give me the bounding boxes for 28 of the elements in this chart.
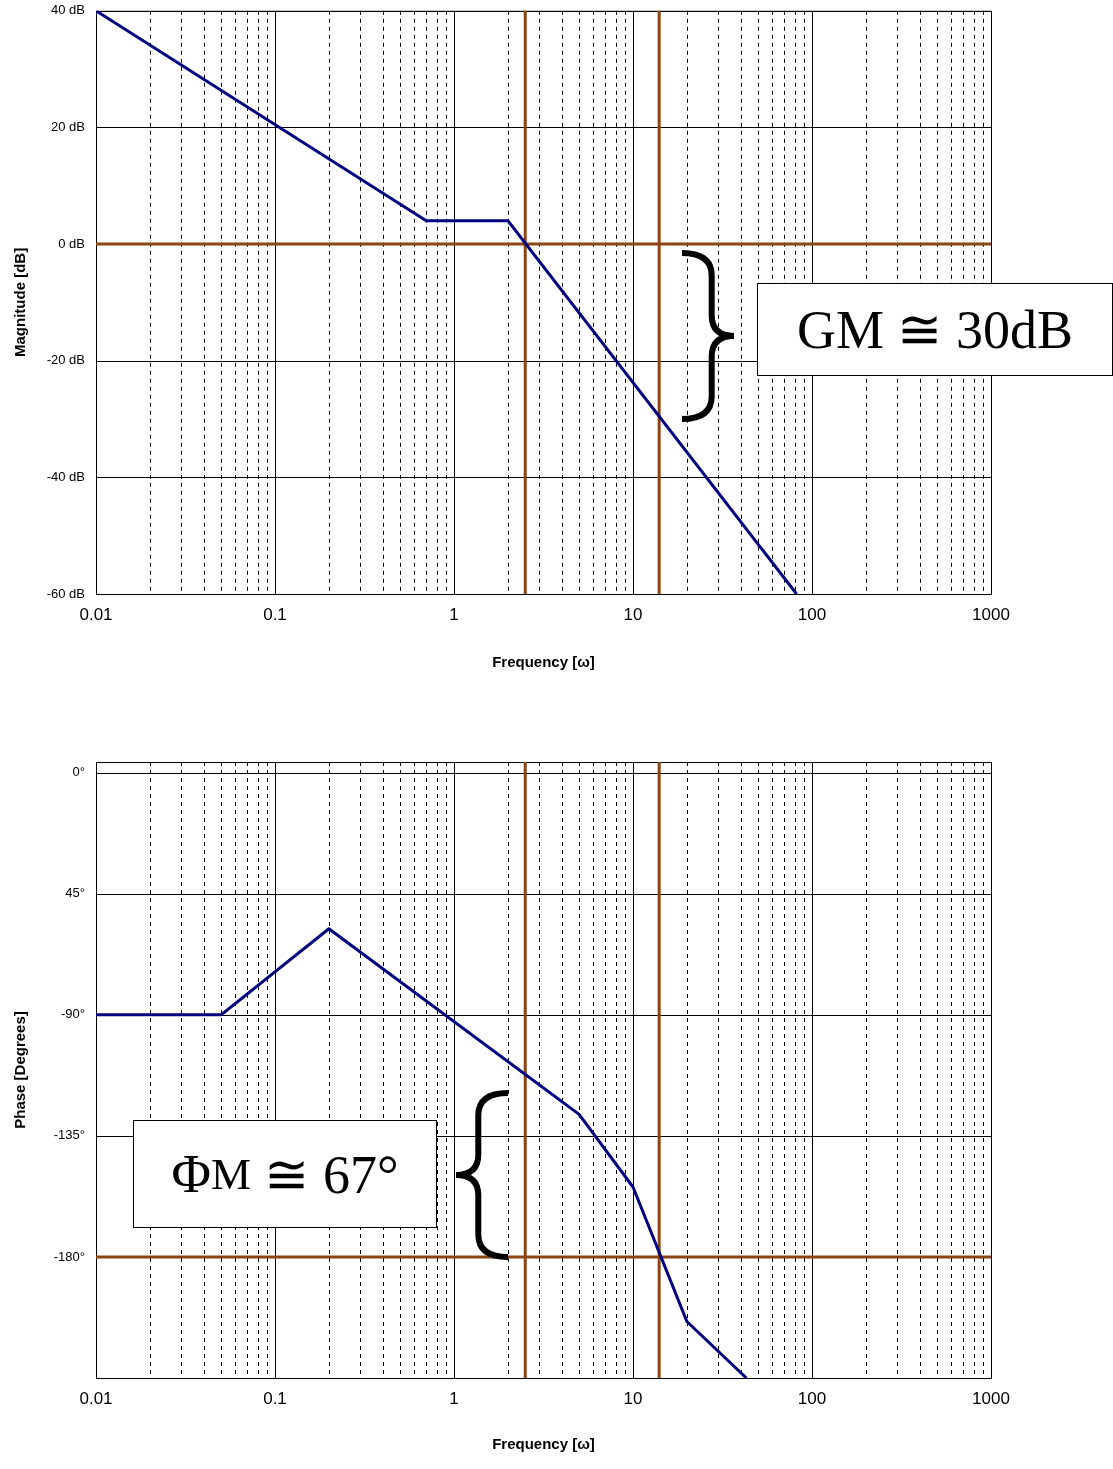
x-tick-label: 1 bbox=[449, 1388, 459, 1408]
y-tick-label: 0 dB bbox=[58, 235, 85, 251]
x-tick-label: 100 bbox=[797, 604, 827, 624]
y-tick-label: 45° bbox=[65, 885, 85, 901]
y-tick-label: 0° bbox=[72, 764, 85, 780]
x-tick-label: 0.1 bbox=[263, 604, 287, 624]
x-tick-label: 0.01 bbox=[79, 1388, 113, 1408]
x-tick-label: 10 bbox=[623, 1388, 643, 1408]
y-tick-label: 20 dB bbox=[51, 119, 85, 135]
x-tick-label: 1 bbox=[449, 604, 459, 624]
y-tick-label: -180° bbox=[53, 1248, 85, 1264]
y-tick-label: 40 dB bbox=[51, 2, 85, 18]
x-tick-label: 1000 bbox=[972, 1388, 1010, 1408]
x-tick-label: 10 bbox=[623, 604, 643, 624]
y-axis-title: Phase [Degrees] bbox=[11, 1011, 29, 1129]
y-tick-label: -90° bbox=[61, 1006, 85, 1022]
y-tick-label: -135° bbox=[53, 1127, 85, 1143]
annotation: GM ≅ 30dB bbox=[757, 283, 1113, 376]
x-tick-label: 0.1 bbox=[263, 1388, 287, 1408]
x-tick-label: 100 bbox=[797, 1388, 827, 1408]
x-axis-title: Frequency [ω] bbox=[492, 1435, 595, 1453]
y-axis-title: Magnitude [dB] bbox=[11, 247, 29, 357]
y-tick-label: -60 dB bbox=[46, 585, 85, 601]
y-tick-label: -20 dB bbox=[46, 352, 85, 368]
x-tick-label: 1000 bbox=[972, 604, 1010, 624]
x-axis-title: Frequency [ω] bbox=[492, 653, 595, 671]
x-tick-label: 0.01 bbox=[79, 604, 113, 624]
y-tick-label: -40 dB bbox=[46, 468, 85, 484]
